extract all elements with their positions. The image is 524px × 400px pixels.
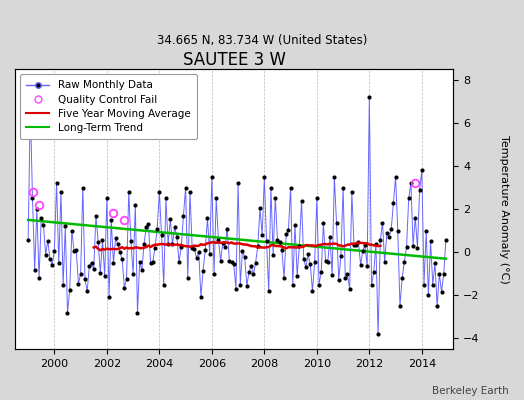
Text: Berkeley Earth: Berkeley Earth (432, 386, 508, 396)
Legend: Raw Monthly Data, Quality Control Fail, Five Year Moving Average, Long-Term Tren: Raw Monthly Data, Quality Control Fail, … (20, 74, 197, 139)
Y-axis label: Temperature Anomaly (°C): Temperature Anomaly (°C) (499, 135, 509, 284)
Text: 34.665 N, 83.734 W (United States): 34.665 N, 83.734 W (United States) (157, 34, 367, 47)
Title: SAUTEE 3 W: SAUTEE 3 W (183, 51, 286, 69)
